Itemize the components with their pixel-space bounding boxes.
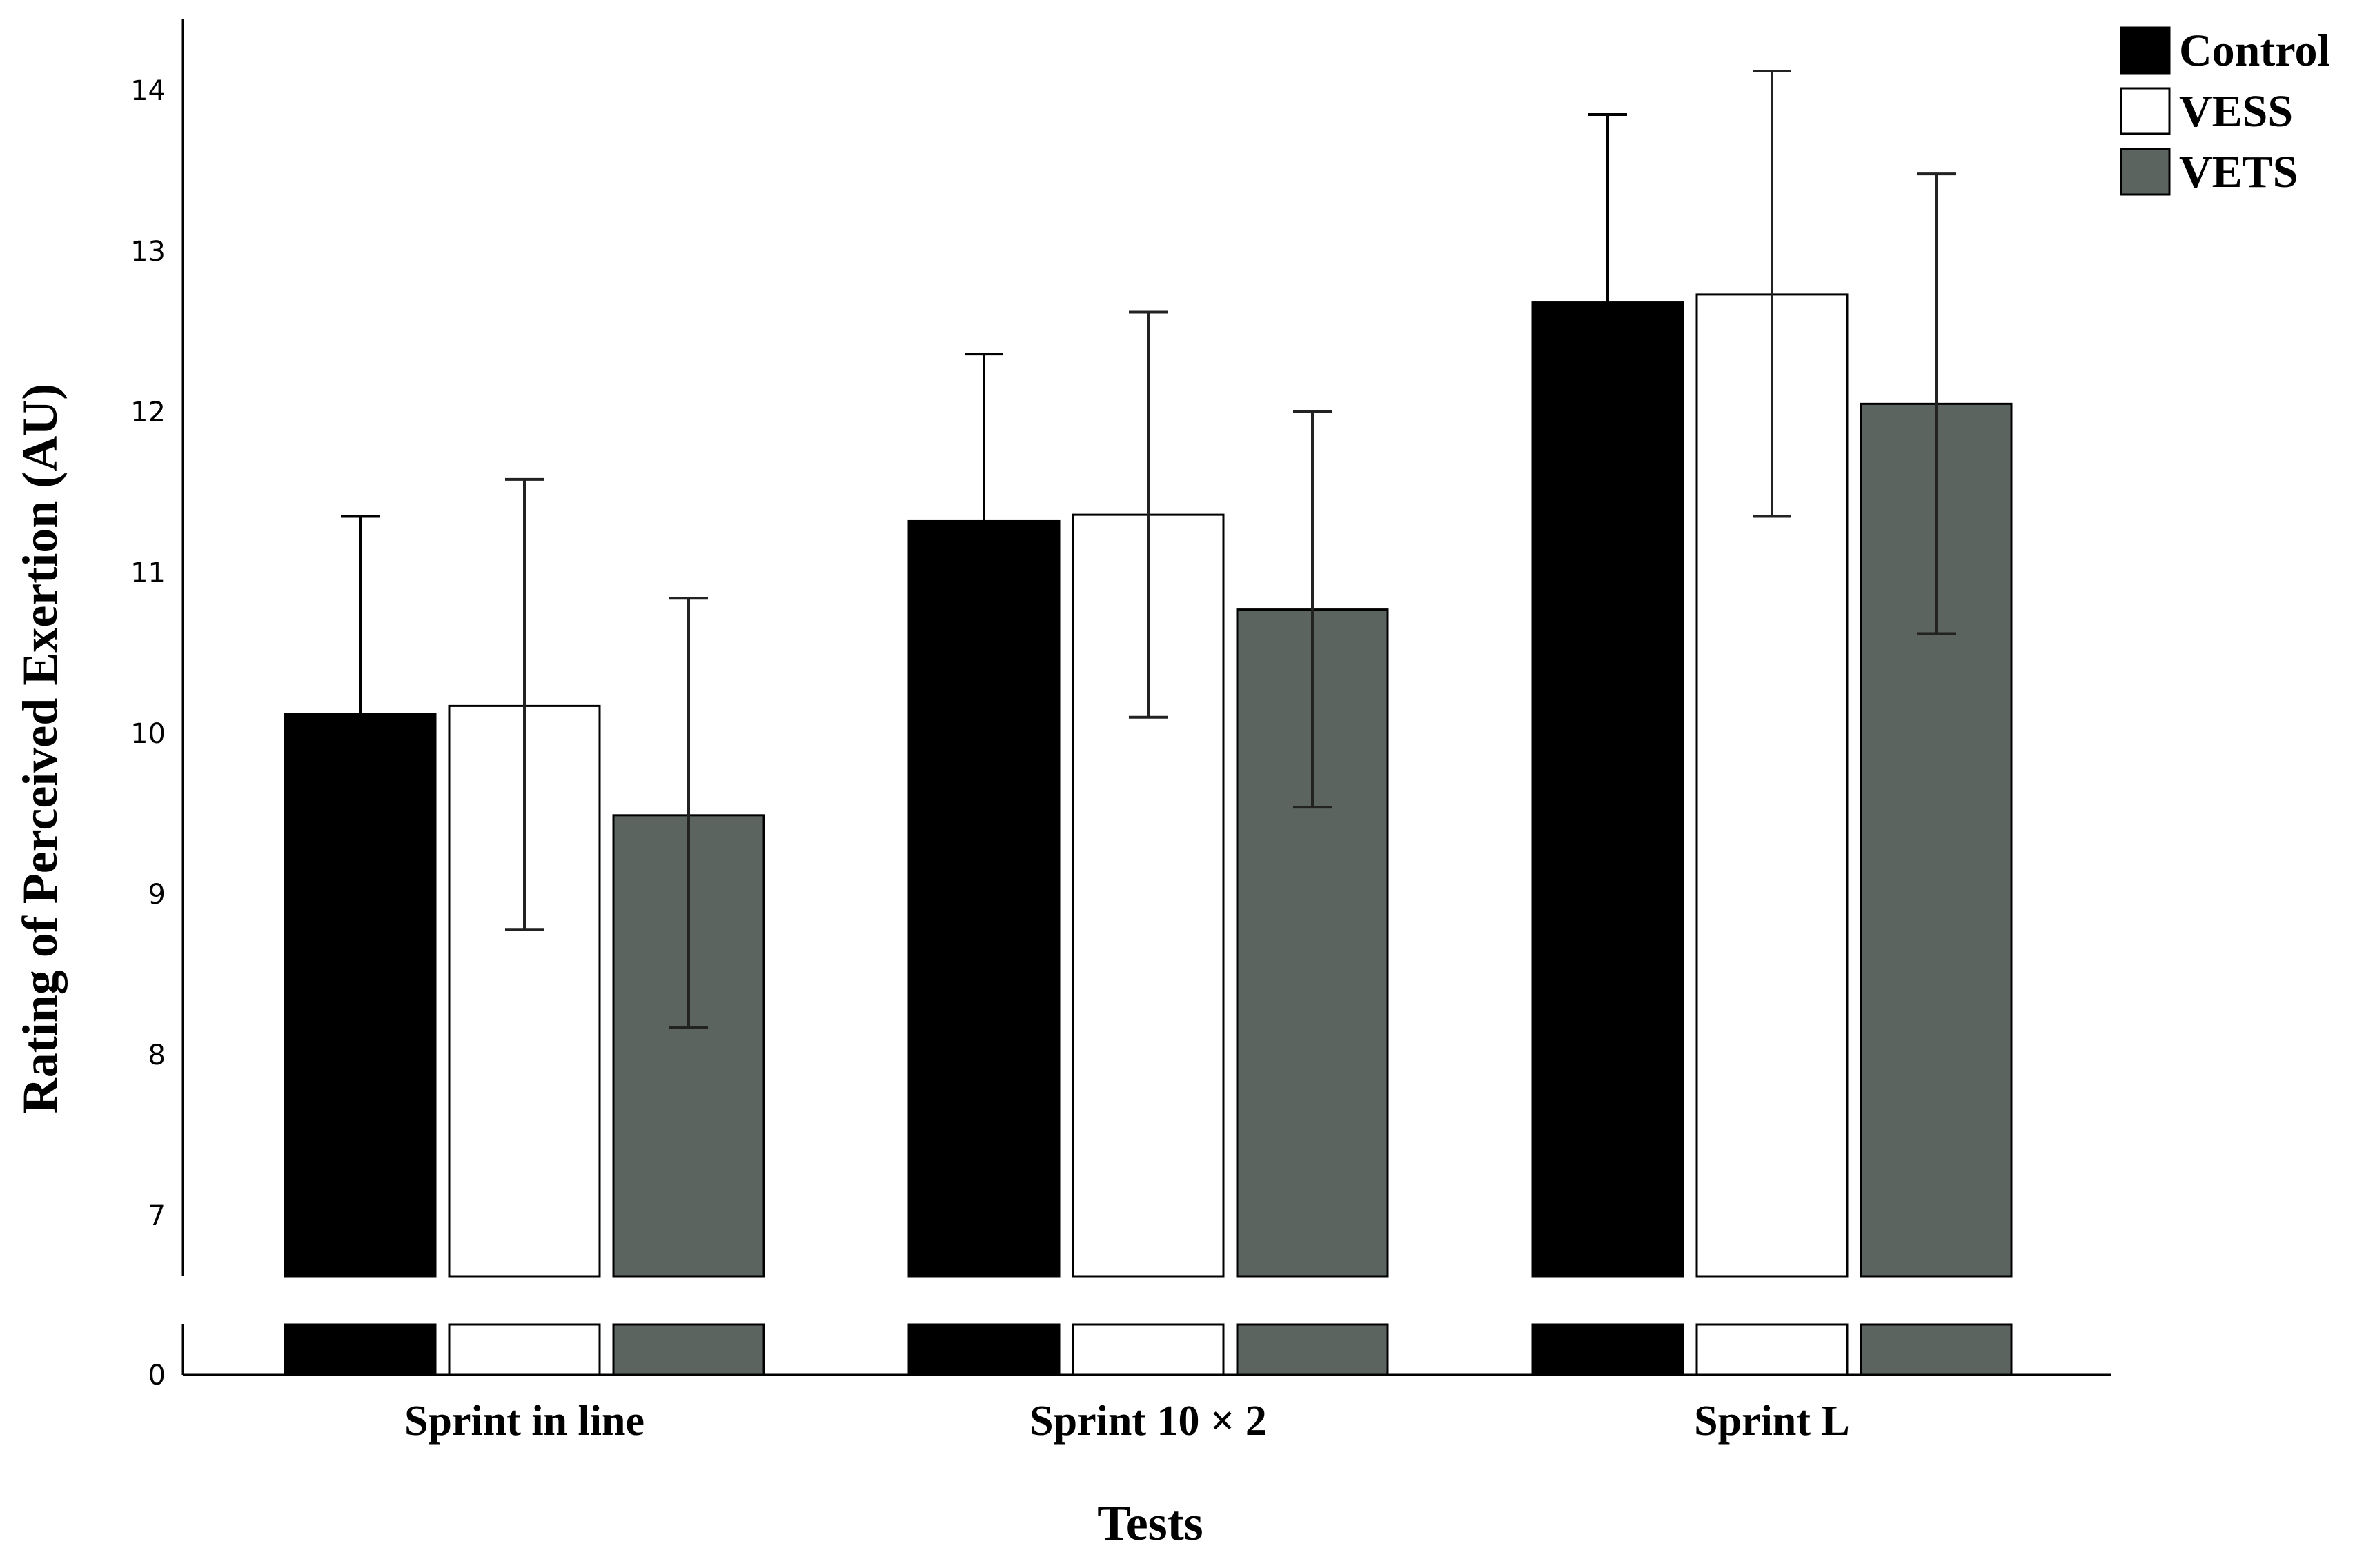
legend-swatch xyxy=(2120,26,2171,75)
y-tick-label: 9 xyxy=(148,879,166,911)
legend: Control VESS VETS xyxy=(2120,26,2330,197)
bar-lower-segment xyxy=(284,1323,437,1376)
legend-label: Control xyxy=(2179,26,2330,76)
x-axis-title: Tests xyxy=(1097,1496,1203,1551)
bar xyxy=(284,713,437,1278)
bar-lower-segment xyxy=(1695,1323,1849,1376)
bar-lower-segment xyxy=(1236,1323,1389,1376)
y-axis-title: Rating of Perceived Exertion (AU) xyxy=(12,384,68,1113)
bar xyxy=(907,519,1061,1278)
y-tick-label: 12 xyxy=(130,397,166,428)
legend-swatch xyxy=(2120,148,2171,196)
y-tick-label: 10 xyxy=(130,718,166,750)
y-tick-label: 7 xyxy=(148,1200,166,1232)
y-tick-label: 0 xyxy=(148,1360,166,1391)
x-tick-label: Sprint 10 × 2 xyxy=(1030,1398,1267,1445)
legend-label: VESS xyxy=(2179,86,2293,137)
y-tick-label: 11 xyxy=(130,557,166,589)
bar-lower-segment xyxy=(448,1323,601,1376)
legend-label: VETS xyxy=(2179,147,2298,197)
y-tick-label: 14 xyxy=(130,75,166,107)
bar-lower-segment xyxy=(1531,1323,1684,1376)
y-tick-label: 13 xyxy=(130,236,166,268)
error-bars xyxy=(341,70,1956,1029)
bar xyxy=(1531,301,1684,1278)
bar-lower-segment xyxy=(612,1323,765,1376)
x-axis: Sprint in line Sprint 10 × 2 Sprint L xyxy=(404,1398,1850,1445)
legend-swatch xyxy=(2120,87,2171,135)
x-tick-label: Sprint L xyxy=(1694,1398,1850,1445)
y-tick-label: 8 xyxy=(148,1040,166,1071)
x-tick-label: Sprint in line xyxy=(404,1398,644,1445)
bar-lower-segment xyxy=(1072,1323,1225,1376)
bar-lower-segment xyxy=(1860,1323,2013,1376)
bar-lower-segment xyxy=(907,1323,1061,1376)
